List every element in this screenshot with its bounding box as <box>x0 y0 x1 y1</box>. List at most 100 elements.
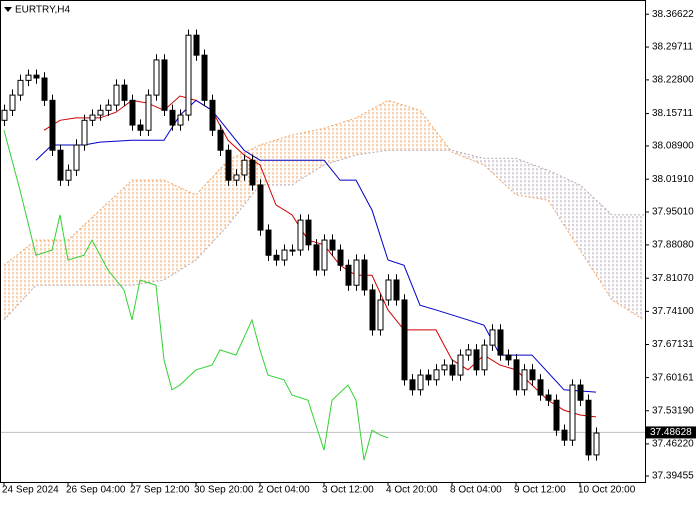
candle-body <box>113 84 120 106</box>
x-tick-label: 3 Oct 12:00 <box>322 485 374 496</box>
candle-body <box>505 354 512 361</box>
cloud-fill <box>516 158 548 201</box>
candle-body <box>561 429 568 441</box>
candle-body <box>321 239 328 271</box>
candle-body <box>129 99 136 126</box>
candle-body <box>305 219 312 246</box>
candle-body <box>41 77 48 101</box>
candle-body <box>265 229 272 256</box>
candle-body <box>361 259 368 291</box>
axis-layer: 38.36622 38.29711 38.22800 38.15711 38.08900… <box>2 9 696 496</box>
y-tick-label: 37.67131 <box>652 339 694 350</box>
cloud-fill <box>164 180 196 280</box>
candle-body <box>241 159 248 176</box>
cloud-fill <box>4 240 36 320</box>
candle-body <box>17 79 24 96</box>
candle-body <box>217 129 224 151</box>
candle-body <box>353 259 360 286</box>
y-tick-label: 37.60161 <box>652 372 694 383</box>
y-tick-label: 38.01910 <box>652 174 694 185</box>
candle-body <box>289 249 296 252</box>
candle-body <box>457 354 464 376</box>
candle-body <box>329 239 336 251</box>
y-tick-label: 38.22800 <box>652 75 694 86</box>
candle-body <box>209 99 216 131</box>
candle-body <box>25 74 32 81</box>
candle-body <box>313 244 320 271</box>
candle-body <box>89 114 96 121</box>
cloud-fill <box>36 240 68 286</box>
candle-body <box>193 34 200 56</box>
cloud-fill <box>132 180 164 286</box>
candle-body <box>441 364 448 371</box>
candle-body <box>409 379 416 391</box>
candle-body <box>57 149 64 181</box>
candle-body <box>153 59 160 96</box>
cloud-fill <box>484 158 516 195</box>
candle-body <box>161 59 168 111</box>
candle-body <box>489 329 496 346</box>
candle-body <box>433 369 440 381</box>
candle-body <box>553 399 560 431</box>
candle-body <box>497 329 504 356</box>
symbol-marker <box>4 7 12 12</box>
candle-body <box>249 159 256 186</box>
candle-body <box>9 94 16 111</box>
candle-body <box>449 364 456 376</box>
candle-body <box>297 219 304 251</box>
candle-body <box>97 109 104 116</box>
candle-body <box>577 384 584 401</box>
candle-body <box>513 359 520 391</box>
candle-body <box>121 84 128 101</box>
candle-body <box>1 109 8 121</box>
y-tick-label: 37.46220 <box>652 439 694 450</box>
x-tick-label: 4 Oct 20:00 <box>386 485 438 496</box>
x-tick-label: 10 Oct 20:00 <box>578 485 636 496</box>
x-tick-label: 24 Sep 2024 <box>2 485 59 496</box>
cloud-fill <box>68 210 100 286</box>
candle-body <box>473 349 480 371</box>
candle-body <box>137 124 144 131</box>
candle-body <box>585 399 592 456</box>
candle-body <box>529 369 536 381</box>
candle-body <box>233 174 240 181</box>
cloud-fill <box>100 180 132 286</box>
candle-body <box>401 299 408 381</box>
candle-body <box>65 169 72 181</box>
y-tick-label: 37.74100 <box>652 306 694 317</box>
y-tick-label: 38.36622 <box>652 9 694 20</box>
candle-body <box>385 279 392 301</box>
candle-body <box>545 394 552 401</box>
candle-body <box>465 349 472 356</box>
x-tick-label: 26 Sep 04:00 <box>66 485 126 496</box>
candle-body <box>393 279 400 301</box>
candle-body <box>481 344 488 371</box>
candle-layer <box>1 29 600 461</box>
y-tick-label: 38.08900 <box>652 141 694 152</box>
cloud-edge <box>3 99 645 321</box>
candle-body <box>569 384 576 441</box>
cloud-fill <box>548 170 580 251</box>
cloud-fill <box>196 160 228 261</box>
candle-body <box>257 184 264 231</box>
y-tick-label: 38.29711 <box>652 42 693 53</box>
x-tick-label: 2 Oct 04:00 <box>258 485 310 496</box>
candle-body <box>417 374 424 391</box>
y-tick-label: 37.53190 <box>652 405 694 416</box>
y-tick-label: 37.95010 <box>652 207 694 218</box>
candle-body <box>185 34 192 116</box>
cloud-fill <box>452 150 484 165</box>
candle-body <box>273 254 280 261</box>
candle-body <box>105 104 112 111</box>
candle-body <box>81 119 88 146</box>
candle-body <box>593 432 600 456</box>
y-tick-label: 37.88080 <box>652 240 694 251</box>
candle-body <box>537 379 544 396</box>
candle-body <box>169 109 176 126</box>
plot-frame <box>0 0 646 483</box>
current-price-label: 37.48628 <box>650 427 692 438</box>
candle-body <box>425 374 432 381</box>
x-tick-label: 8 Oct 04:00 <box>450 485 502 496</box>
